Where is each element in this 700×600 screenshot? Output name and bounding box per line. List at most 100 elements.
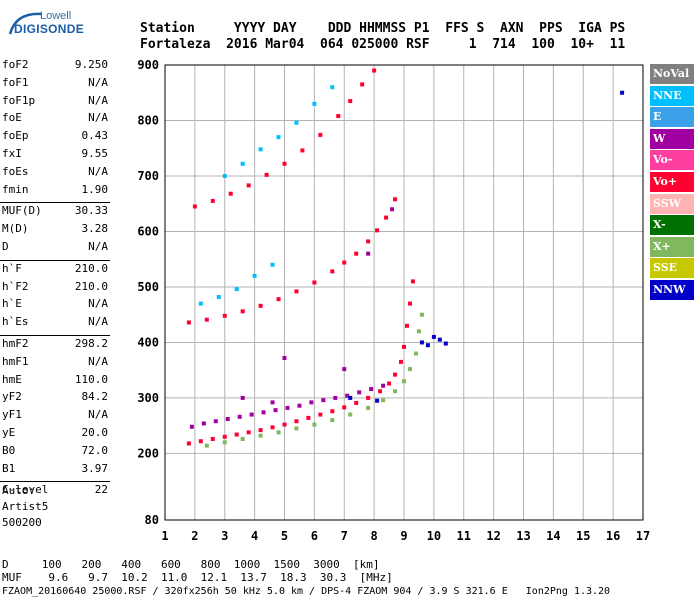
param-name: yF1 xyxy=(2,408,22,422)
data-point xyxy=(312,101,317,106)
data-point xyxy=(402,344,406,349)
data-point xyxy=(381,398,386,403)
data-point xyxy=(234,432,239,437)
y-tick-label: 80 xyxy=(145,513,159,527)
logo-name: DIGISONDE xyxy=(14,22,85,36)
data-point xyxy=(201,421,206,426)
x-tick-label: 17 xyxy=(636,529,650,543)
legend-item: NNE xyxy=(650,85,694,106)
digisonde-logo: Lowell DIGISONDE xyxy=(0,0,120,48)
legend-item: W xyxy=(650,128,694,149)
param-value: 30.33 xyxy=(74,204,108,218)
param-name: B0 xyxy=(2,443,16,457)
data-point xyxy=(354,251,359,256)
data-point xyxy=(240,309,245,314)
param-value: 9.55 xyxy=(81,147,109,160)
data-point xyxy=(186,320,191,325)
data-point xyxy=(333,395,338,400)
data-point xyxy=(404,323,409,328)
data-point xyxy=(321,398,326,403)
data-point xyxy=(186,441,191,446)
param-row: h`F 210.0 xyxy=(2,262,108,280)
data-point xyxy=(336,114,341,119)
data-point xyxy=(294,289,299,294)
data-point xyxy=(330,269,335,274)
param-row: yF2 84.2 xyxy=(2,390,108,408)
data-point xyxy=(410,279,415,284)
legend-item: NoVal xyxy=(650,64,694,84)
x-tick-label: 5 xyxy=(281,529,288,543)
data-point xyxy=(297,403,302,408)
y-tick-label: 900 xyxy=(137,58,159,72)
param-value: N/A xyxy=(88,93,108,107)
param-row: C-level 22 xyxy=(2,483,108,501)
data-point xyxy=(366,239,371,244)
x-tick-label: 11 xyxy=(457,529,471,543)
data-point xyxy=(312,280,317,285)
data-point xyxy=(390,207,395,212)
data-point xyxy=(393,389,398,394)
plot-frame xyxy=(164,64,644,521)
header-labels: Station YYYY DAY DDD HHMMSS P1 FFS S AXN… xyxy=(140,21,626,36)
data-point xyxy=(237,414,242,419)
data-point xyxy=(375,398,380,403)
data-point xyxy=(294,419,299,424)
data-point xyxy=(309,400,314,405)
data-point xyxy=(270,262,275,267)
data-point xyxy=(345,393,350,398)
data-point xyxy=(425,343,430,348)
x-tick-label: 3 xyxy=(221,529,228,543)
x-tick-label: 13 xyxy=(516,529,530,543)
param-value: N/A xyxy=(88,354,108,368)
footer-distance: D 100 200 400 600 800 1000 1500 3000 [km… xyxy=(2,558,380,571)
x-tick-label: 1 xyxy=(161,529,168,543)
data-point xyxy=(258,303,263,308)
param-separator xyxy=(0,335,110,336)
param-row: fxI 9.55 xyxy=(2,147,108,165)
param-name: foF2 xyxy=(2,58,29,71)
x-tick-label: 9 xyxy=(400,529,407,543)
data-point xyxy=(419,340,424,345)
x-tick-label: 12 xyxy=(486,529,500,543)
data-point xyxy=(366,251,371,256)
data-point xyxy=(366,405,371,410)
data-point xyxy=(330,409,335,414)
param-name: fxI xyxy=(2,147,22,160)
data-point xyxy=(402,379,406,384)
param-row: hmF2 298.2 xyxy=(2,337,108,355)
footer-muf: MUF 9.6 9.7 10.2 11.0 12.1 13.7 18.3 30.… xyxy=(2,571,393,584)
param-name: hmF2 xyxy=(2,337,29,350)
data-point xyxy=(258,147,263,152)
legend-item: E xyxy=(650,107,694,128)
header-values: Fortaleza 2016 Mar04 064 025000 RSF 1 71… xyxy=(140,37,626,52)
param-value: N/A xyxy=(88,408,108,422)
param-name: MUF(D) xyxy=(2,204,42,218)
data-point xyxy=(413,351,418,356)
param-value: 210.0 xyxy=(74,261,108,275)
param-value: 20.0 xyxy=(81,426,109,439)
param-row: hmE 110.0 xyxy=(2,373,108,391)
data-point xyxy=(204,317,209,322)
y-tick-label: 600 xyxy=(137,224,159,238)
param-value: N/A xyxy=(88,75,108,89)
data-point xyxy=(387,381,392,386)
data-point xyxy=(381,383,386,388)
footer-file-info: FZAOM_20160640 25000.RSF / 320fx256h 50 … xyxy=(2,586,611,597)
data-point xyxy=(378,389,383,394)
param-row: foE N/A xyxy=(2,111,108,129)
legend-item: X+ xyxy=(650,236,694,257)
data-point xyxy=(330,418,335,423)
data-point xyxy=(222,173,227,178)
param-name: fmin xyxy=(2,182,29,196)
data-point xyxy=(366,395,371,400)
data-point xyxy=(234,287,239,292)
param-name: B1 xyxy=(2,461,16,475)
data-point xyxy=(228,191,233,196)
legend-item: SSE xyxy=(650,258,694,279)
data-point xyxy=(240,436,245,441)
data-point xyxy=(225,417,230,422)
x-tick-label: 6 xyxy=(311,529,318,543)
data-point xyxy=(249,412,254,417)
param-row: h`E N/A xyxy=(2,297,108,315)
data-point xyxy=(273,408,278,413)
